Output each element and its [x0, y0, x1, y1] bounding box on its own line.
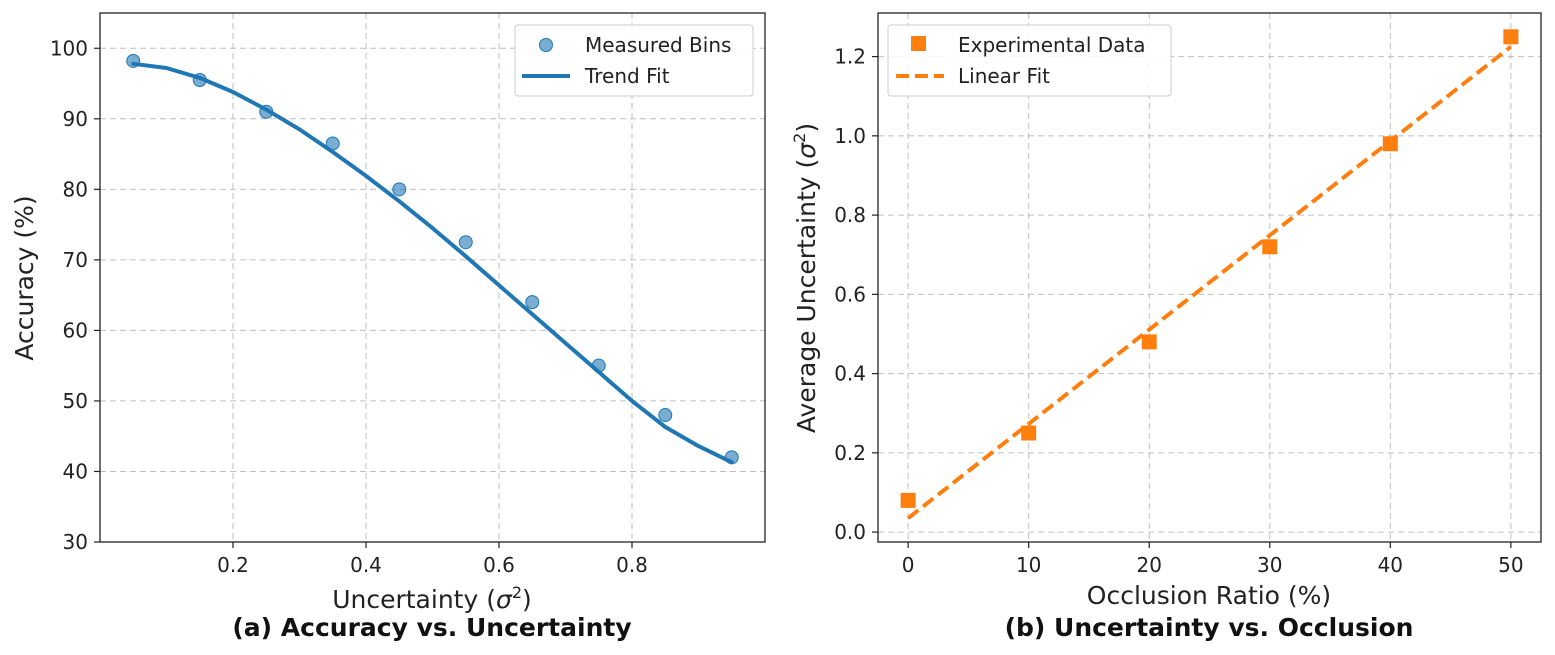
- legend-label-trend-fit: Trend Fit: [584, 64, 670, 88]
- b-x-tick-label-1: 10: [1016, 553, 1041, 577]
- b-x-tick-label-4: 40: [1378, 553, 1403, 577]
- a-x-tick-label-3: 0.8: [616, 553, 648, 577]
- a-series-line-trend-fit: [131, 61, 734, 465]
- legend-label-measured-bins: Measured Bins: [585, 33, 731, 57]
- panel-b-y-axis-label: Average Uncertainty (σ2): [790, 123, 821, 433]
- b-point-experimental-data-3: [1262, 239, 1278, 255]
- a-y-tick-label-2: 50: [63, 389, 88, 413]
- a-point-measured-bins-7: [591, 358, 606, 373]
- b-point-experimental-data-1: [1021, 425, 1037, 441]
- panel-b: 0 10 20 30 40 50 0.0 0.2 0.4 0.6 0.8 1.0 1.2 Occlus…: [790, 12, 1542, 642]
- panel-a-caption: (a) Accuracy vs. Uncertainty: [232, 613, 631, 642]
- panel-a-legend: Measured Bins Trend Fit: [514, 24, 754, 97]
- b-y-tick-label-0: 0.0: [834, 520, 866, 544]
- a-point-measured-bins-5: [458, 235, 473, 250]
- b-point-experimental-data-5: [1503, 29, 1519, 45]
- a-x-tick-label-0: 0.2: [217, 553, 249, 577]
- a-point-measured-bins-3: [325, 136, 340, 151]
- b-point-experimental-data-4: [1382, 136, 1398, 152]
- panel-b-series: [900, 29, 1519, 520]
- panel-b-caption: (b) Uncertainty vs. Occlusion: [1005, 613, 1414, 642]
- panel-a: 0.2 0.4 0.6 0.8 30 40 50 60 70 80 90 100 Uncertain…: [10, 12, 766, 642]
- panel-a-axes-frame: [99, 12, 766, 543]
- legend-label-experimental-data: Experimental Data: [958, 33, 1145, 57]
- b-x-tick-label-3: 30: [1257, 553, 1282, 577]
- panel-a-y-ticks: 30 40 50 60 70 80 90 100: [50, 36, 100, 554]
- a-x-tick-label-2: 0.6: [483, 553, 515, 577]
- a-y-tick-label-4: 70: [63, 248, 88, 272]
- b-x-tick-label-5: 50: [1498, 553, 1523, 577]
- a-y-tick-label-5: 80: [63, 177, 88, 201]
- panel-b-legend-box: [887, 24, 1172, 97]
- b-x-tick-label-2: 20: [1137, 553, 1162, 577]
- a-y-tick-label-1: 40: [63, 459, 88, 483]
- panel-a-x-axis-label: Uncertainty (σ2): [332, 583, 532, 614]
- panel-a-x-ticks: 0.2 0.4 0.6 0.8: [217, 542, 648, 577]
- a-point-measured-bins-9: [724, 450, 739, 465]
- panel-a-y-axis-label: Accuracy (%): [10, 195, 39, 360]
- legend-label-linear-fit: Linear Fit: [958, 64, 1050, 88]
- panel-a-legend-box: [514, 24, 754, 97]
- b-y-tick-label-1: 0.2: [834, 441, 866, 465]
- panel-b-x-axis-label: Occlusion Ratio (%): [1087, 581, 1331, 610]
- panel-b-y-ticks: 0.0 0.2 0.4 0.6 0.8 1.0 1.2: [834, 45, 878, 544]
- a-point-measured-bins-4: [392, 182, 407, 197]
- panel-b-legend: Experimental Data Linear Fit: [887, 24, 1172, 97]
- a-x-tick-label-1: 0.4: [350, 553, 382, 577]
- b-y-tick-label-6: 1.2: [834, 45, 866, 69]
- b-y-tick-label-4: 0.8: [834, 203, 866, 227]
- legend-marker-measured-bins: [539, 38, 553, 52]
- b-point-experimental-data-2: [1141, 334, 1157, 350]
- a-y-tick-label-0: 30: [63, 530, 88, 554]
- legend-marker-experimental-data: [911, 36, 926, 51]
- panel-b-grid: [878, 13, 1541, 542]
- b-y-tick-label-5: 1.0: [834, 124, 866, 148]
- a-point-measured-bins-6: [525, 295, 540, 310]
- a-y-tick-label-3: 60: [63, 318, 88, 342]
- a-y-tick-label-7: 100: [50, 36, 88, 60]
- b-point-experimental-data-0: [900, 492, 916, 508]
- b-y-tick-label-2: 0.4: [834, 362, 866, 386]
- panel-b-axes-frame: [877, 12, 1542, 543]
- a-point-measured-bins-1: [192, 73, 207, 88]
- panel-a-grid: [100, 13, 765, 543]
- a-point-measured-bins-0: [126, 53, 141, 68]
- a-y-tick-label-6: 90: [63, 107, 88, 131]
- panel-b-x-ticks: 0 10 20 30 40 50: [902, 542, 1524, 577]
- b-x-tick-label-0: 0: [902, 553, 915, 577]
- a-point-measured-bins-2: [259, 104, 274, 119]
- a-point-measured-bins-8: [658, 408, 673, 423]
- b-series-line-linear-fit: [906, 45, 1513, 520]
- panel-a-series: [126, 53, 739, 465]
- b-y-tick-label-3: 0.6: [834, 282, 866, 306]
